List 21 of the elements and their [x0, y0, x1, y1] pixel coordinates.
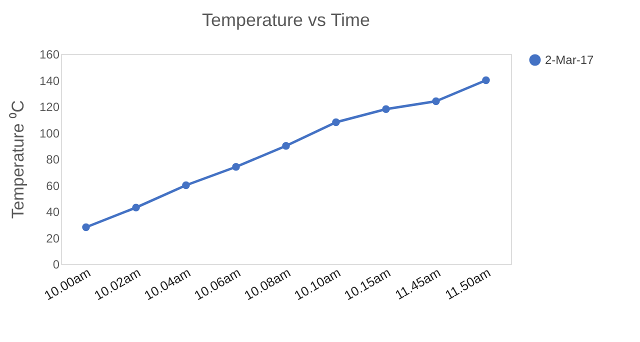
- chart-title: Temperature vs Time: [202, 10, 370, 30]
- point: [382, 105, 390, 113]
- legend-label: 2-Mar-17: [545, 53, 594, 67]
- point: [482, 76, 490, 84]
- point: [182, 181, 190, 190]
- point: [82, 223, 90, 232]
- y-tick-label: 60: [46, 178, 60, 193]
- point: [282, 142, 290, 150]
- y-tick-label: 160: [39, 48, 60, 62]
- point: [432, 97, 440, 106]
- y-tick-label: 100: [39, 126, 60, 140]
- y-tick-label: 20: [46, 231, 60, 246]
- point: [132, 204, 140, 212]
- y-tick-label: 0: [52, 258, 60, 272]
- y-tick-label: 40: [46, 205, 60, 219]
- y-axis-title: Temperature ⁰C: [8, 100, 28, 219]
- y-tick-label: 140: [39, 74, 60, 88]
- point: [332, 118, 340, 126]
- point: [232, 163, 240, 171]
- y-tick-label: 120: [39, 100, 60, 114]
- y-tick-label: 80: [46, 152, 60, 166]
